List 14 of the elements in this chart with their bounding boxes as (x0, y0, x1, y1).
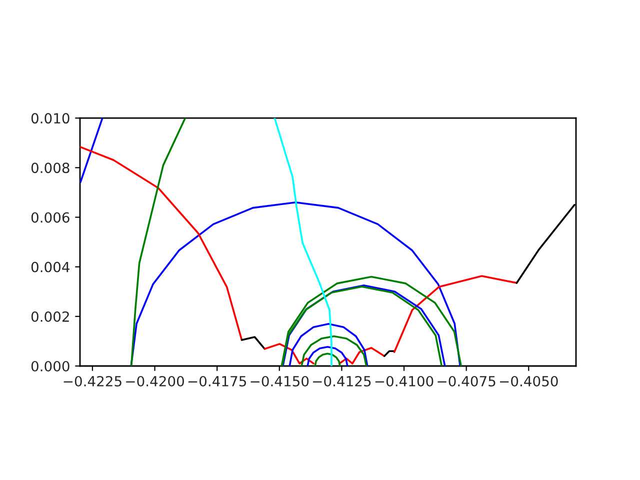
x-tick-label: −0.4175 (188, 376, 246, 386)
y-tick-label: 0.006 (31, 212, 70, 223)
y-tick-label: 0.010 (31, 113, 70, 124)
x-tick-label: −0.4150 (250, 376, 309, 386)
y-tick-label: 0.002 (31, 311, 69, 322)
y-tick-label: 0.000 (31, 360, 70, 372)
x-tick-label: −0.4075 (438, 376, 496, 386)
x-tick-label: −0.4100 (375, 376, 434, 386)
x-tick-label: −0.4200 (126, 376, 184, 386)
y-tick-label: 0.008 (31, 162, 70, 174)
y-tick-label: 0.004 (31, 262, 70, 272)
x-tick-label: −0.4125 (313, 376, 371, 386)
x-tick-label: −0.4225 (64, 376, 122, 386)
x-tick-label: −0.4050 (500, 376, 558, 386)
